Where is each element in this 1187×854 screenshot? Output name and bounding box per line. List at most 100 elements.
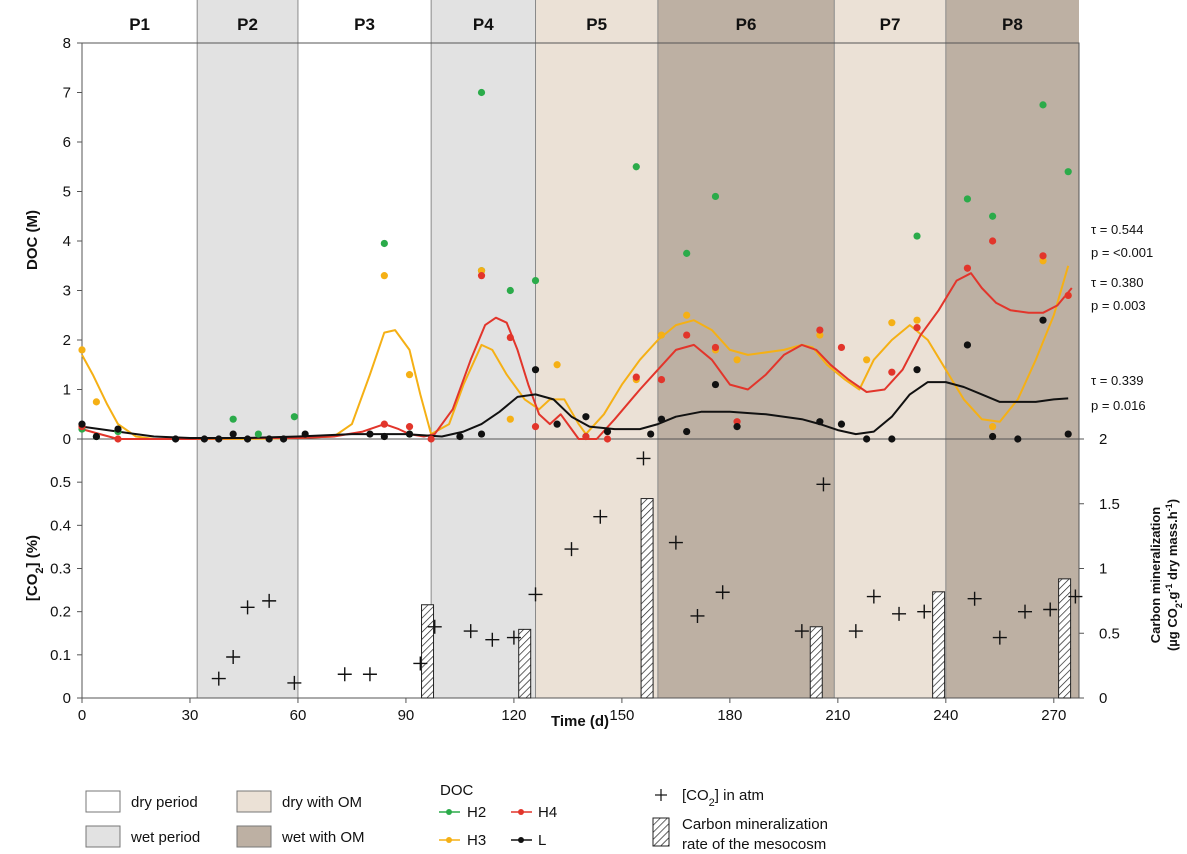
co2-point [485, 632, 500, 647]
series-h2-point [913, 232, 921, 240]
series-l-point [1039, 316, 1047, 324]
p-value-2: p = 0.003 [1091, 298, 1146, 313]
series-h4-point [657, 376, 666, 384]
period-label-p1: P1 [129, 15, 150, 34]
series-h2-point [989, 212, 997, 220]
tau-value-3: τ = 0.339 [1091, 373, 1143, 388]
series-l-point [380, 432, 388, 441]
co2-point [262, 593, 277, 608]
legend-h4: H4 [511, 804, 557, 821]
series-h2-point [290, 413, 298, 421]
series-h2-point [477, 88, 486, 97]
series-h4-point [913, 324, 921, 332]
series-l-point [477, 430, 486, 438]
series-h4-point [683, 331, 691, 339]
period-label-p2: P2 [237, 15, 258, 34]
doc-y-tick-label: 5 [63, 184, 71, 201]
co2-point [1043, 602, 1058, 617]
period-band-p3 [297, 0, 432, 698]
series-l-point [200, 435, 208, 443]
mineralization-y-tick-label: 1.5 [1099, 496, 1120, 513]
series-h3-point [380, 272, 388, 280]
period-label-p5: P5 [586, 15, 607, 34]
legend-doc-title: DOC [440, 782, 474, 799]
co2-point [794, 624, 809, 639]
co2-point [564, 542, 579, 557]
series-h4-point [989, 237, 997, 245]
legend-swatch-wet-om [236, 825, 272, 848]
co2-y-tick-label: 0.1 [50, 647, 71, 664]
series-l-point [989, 432, 997, 441]
doc-y-tick-label: 3 [63, 283, 71, 300]
doc-y-tick-label: 8 [63, 35, 71, 52]
series-h4-point [837, 343, 846, 352]
period-label-p3: P3 [354, 15, 375, 34]
series-h3-point [733, 356, 741, 364]
series-l-point [456, 432, 464, 441]
co2-point [528, 587, 543, 602]
series-h2-point [711, 192, 720, 201]
x-tick-label: 270 [1041, 707, 1066, 724]
legend-label-wet: wet period [130, 829, 200, 846]
series-l-point [582, 413, 590, 421]
series-l-point [366, 430, 374, 438]
co2-y-tick-label: 0 [63, 690, 71, 707]
period-label-p8: P8 [1002, 15, 1023, 34]
series-l-point [837, 420, 846, 428]
legend-h2: H2 [439, 804, 486, 821]
series-h4-point [114, 435, 122, 443]
series-l-point [603, 427, 612, 436]
x-tick-label: 30 [182, 707, 199, 724]
series-h4-point [711, 343, 720, 352]
series-h2-point [963, 195, 972, 203]
series-h3-point [913, 316, 921, 324]
series-l-point [1014, 435, 1022, 443]
co2-point [715, 585, 730, 600]
series-h3-point [405, 371, 414, 379]
series-l-point [963, 341, 972, 349]
series-h4-point [963, 264, 972, 272]
period-label-p7: P7 [880, 15, 901, 34]
doc-axis-title: DOC (M) [24, 210, 41, 270]
series-h4-point [405, 423, 414, 431]
doc-y-tick-label: 1 [63, 382, 71, 399]
period-labels: P1 P2 P3 P4 P5 P6 P7 P8 [129, 15, 1023, 34]
mineralization-y-tick-label: 1 [1099, 561, 1107, 578]
p-value-1: p = <0.001 [1091, 245, 1153, 260]
period-band-p8 [945, 0, 1079, 698]
legend-label-dry-om: dry with OM [282, 794, 362, 811]
series-l-point [215, 435, 223, 443]
series-h2-point [531, 277, 540, 285]
co2-point [463, 624, 478, 639]
co2-y-tick-label: 0.4 [50, 517, 71, 534]
doc-y-tick-label: 6 [63, 134, 71, 151]
series-h3-point [506, 415, 514, 423]
series-h4-point [531, 423, 540, 431]
co2-point [892, 606, 907, 621]
series-h4-point [888, 368, 896, 376]
series-h2-point [1039, 101, 1047, 109]
co2-point [816, 477, 831, 492]
series-h4-point [816, 326, 824, 334]
series-h3-point [888, 319, 896, 327]
series-h3-point [78, 346, 86, 354]
series-h2-point [506, 286, 514, 295]
axes: 0 30 60 90 120 150 180 210 240 27001234567800.10.… [50, 35, 1120, 724]
x-tick-label: 180 [717, 707, 742, 724]
doc-y-tick-label: 0 [63, 431, 71, 448]
series-l-point [78, 420, 86, 428]
series-l-point [301, 430, 309, 438]
legend-label-dry: dry period [131, 794, 198, 811]
legend-label-l: L [538, 832, 546, 849]
co2-point [992, 630, 1007, 645]
series-l-point [657, 415, 666, 423]
mineralization-bars [421, 498, 1072, 699]
mineralization-bar [421, 604, 435, 699]
series-layer [78, 88, 1073, 443]
legend-label-wet-om: wet with OM [281, 829, 365, 846]
co2-point [506, 630, 521, 645]
series-h4-point [582, 432, 590, 441]
period-bands [82, 0, 1079, 698]
legend-bar-label-2: rate of the mesocosm [682, 836, 826, 853]
